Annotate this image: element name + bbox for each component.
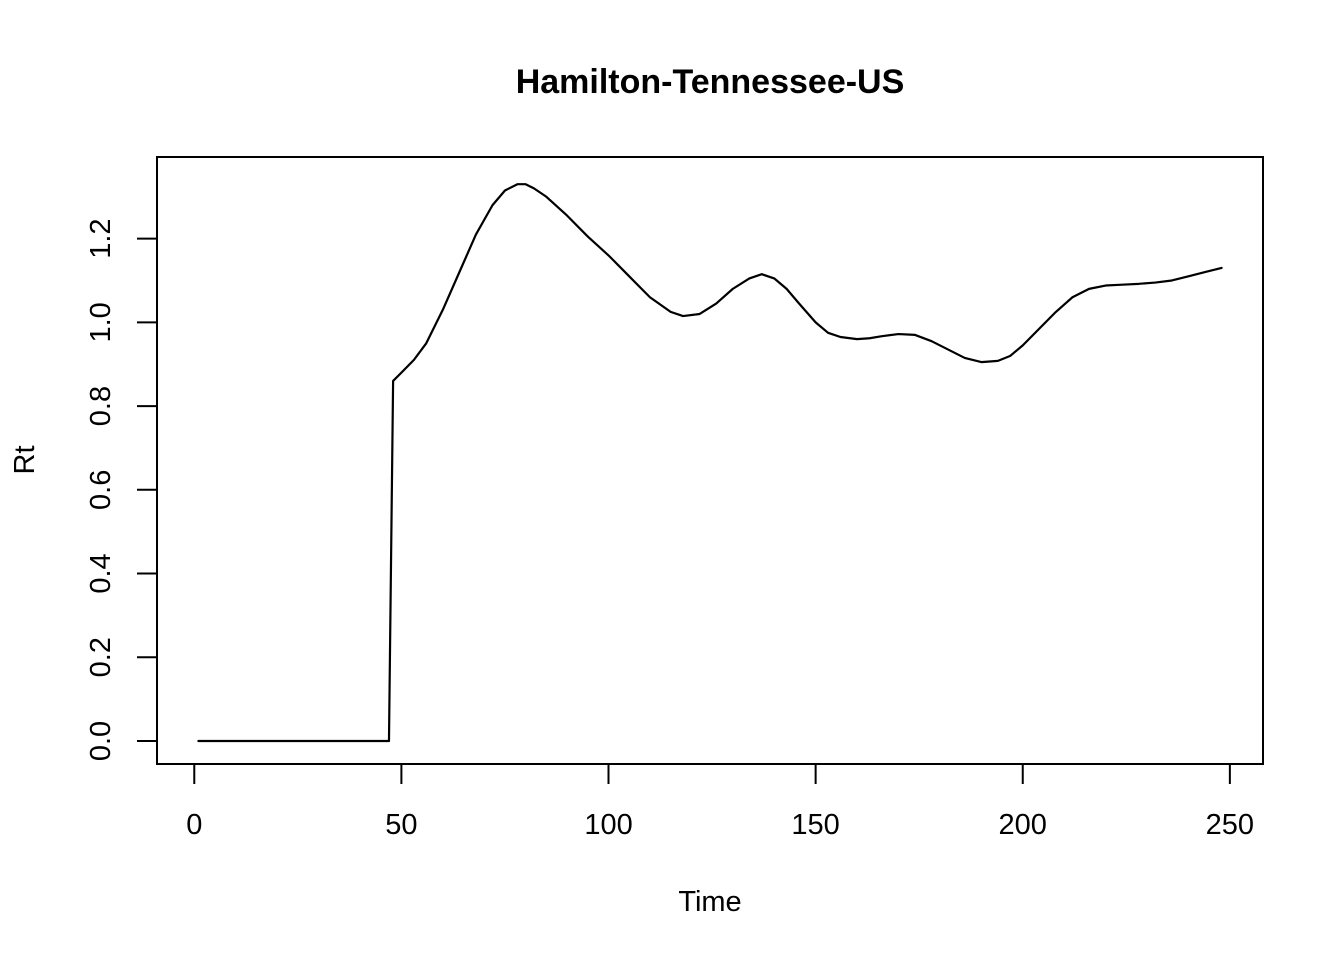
y-axis: 0.0 0.2 0.4 0.6 0.8 1.0 1.2 — [85, 218, 158, 761]
chart-title: Hamilton-Tennessee-US — [516, 63, 905, 101]
series-layer — [197, 183, 1223, 743]
x-axis: 0 50 100 150 200 250 — [186, 763, 1254, 841]
x-tick-label: 0 — [186, 809, 202, 841]
series-line — [197, 183, 1223, 743]
x-axis-label: Time — [678, 886, 741, 918]
plot-frame — [156, 156, 1264, 765]
x-tick-label: 150 — [791, 809, 839, 841]
x-tick-label: 50 — [385, 809, 417, 841]
y-tick-label: 0.4 — [85, 553, 117, 593]
y-axis-label: Rt — [9, 446, 41, 475]
y-tick-label: 0.2 — [85, 637, 117, 677]
x-tick-label: 100 — [584, 809, 632, 841]
y-tick-label: 1.0 — [85, 302, 117, 342]
x-tick-label: 200 — [999, 809, 1047, 841]
y-tick-label: 1.2 — [85, 218, 117, 258]
y-tick-label: 0.8 — [85, 386, 117, 426]
x-tick-label: 250 — [1206, 809, 1254, 841]
y-tick-label: 0.6 — [85, 470, 117, 510]
y-tick-label: 0.0 — [85, 721, 117, 761]
